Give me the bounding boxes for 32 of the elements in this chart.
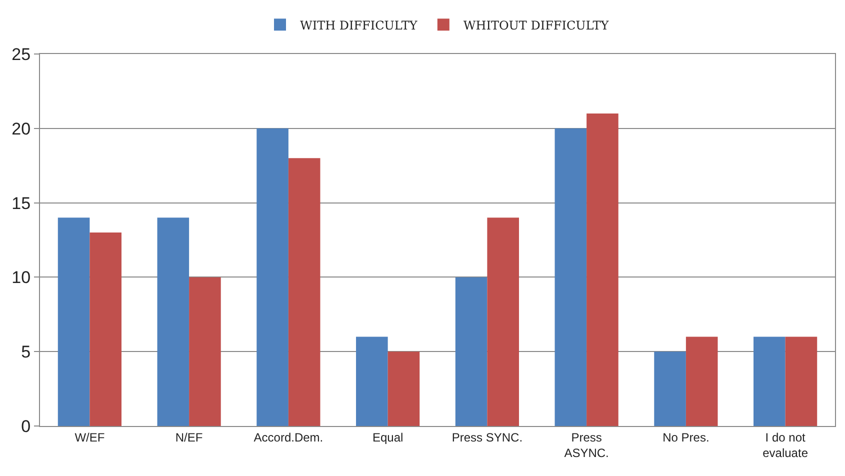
x-tick-label: N/EF: [175, 430, 203, 444]
bar: [586, 114, 618, 426]
bar: [455, 277, 488, 426]
y-tick-label: 15: [12, 194, 31, 213]
bar: [686, 336, 718, 426]
x-tick-label: I do not evaluate: [762, 430, 808, 460]
y-tick-label: 5: [21, 342, 31, 362]
bar: [256, 128, 288, 426]
bar: [754, 336, 786, 426]
x-tick-label: Press SYNC.: [452, 430, 523, 444]
bar: [654, 352, 686, 426]
x-tick-label: W/EF: [74, 430, 105, 444]
y-tick-label: 0: [21, 416, 31, 436]
x-tick-label: Equal: [372, 430, 404, 444]
y-tick-label: 25: [12, 44, 31, 64]
bar: [785, 336, 818, 426]
bar: [554, 128, 587, 426]
x-tick-label: Press ASYNC.: [564, 430, 609, 460]
bar: [487, 218, 519, 426]
bar: [388, 352, 420, 426]
x-tick-label: Accord.Dem.: [254, 430, 324, 444]
bar: [58, 218, 90, 426]
legend-label: WHITOUT DIFFICULTY: [463, 18, 610, 32]
bar: [157, 218, 190, 426]
bar: [288, 158, 320, 426]
y-tick-label: 20: [12, 119, 31, 138]
bar: [90, 232, 122, 426]
bar: [189, 277, 221, 426]
y-tick-label: 10: [12, 268, 31, 288]
bar: [356, 336, 388, 426]
x-tick-label: No Pres.: [662, 430, 710, 444]
legend-label: WITH DIFFICULTY: [300, 18, 418, 32]
